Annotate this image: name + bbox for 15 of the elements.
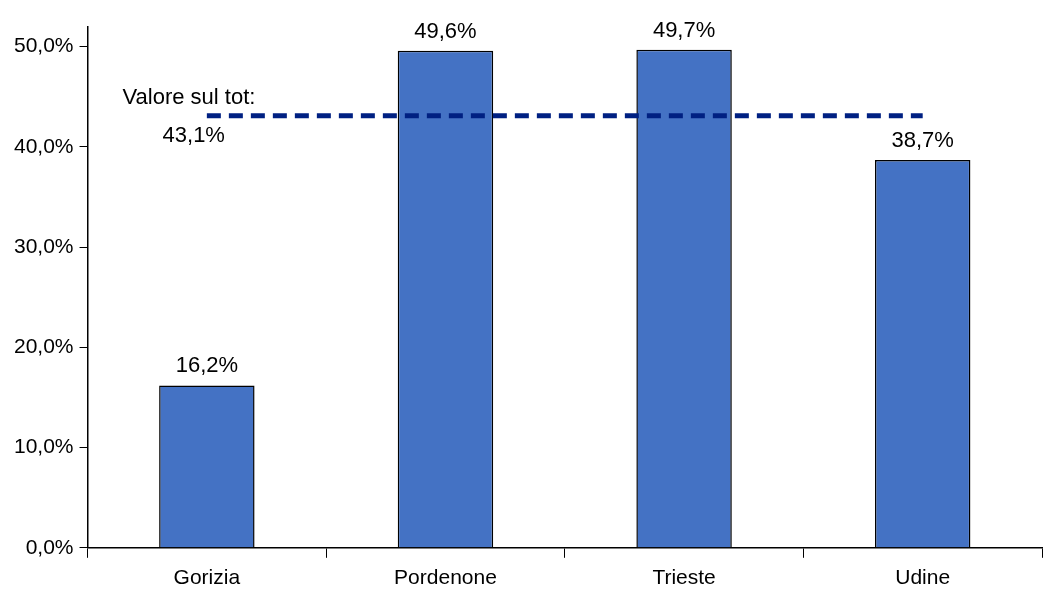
ref-line-label: Valore sul tot: 43,1%: [122, 83, 256, 147]
data-label: 16,2%: [175, 352, 239, 378]
y-tick-label: 50,0%: [14, 33, 74, 57]
data-label: 38,7%: [891, 126, 954, 152]
y-tick-label: 0,0%: [25, 534, 74, 558]
x-tick-label: Pordenone: [394, 565, 497, 589]
y-tick-label: 10,0%: [14, 434, 74, 458]
y-tick-label: 20,0%: [14, 334, 74, 358]
x-tick-label: Udine: [895, 565, 951, 589]
x-tick-label: Gorizia: [173, 565, 241, 589]
y-tick-label: 30,0%: [14, 233, 74, 257]
data-label: 49,7%: [652, 16, 716, 42]
y-tick-label: 40,0%: [14, 133, 74, 157]
data-label: 49,6%: [414, 17, 477, 43]
x-tick-label: Trieste: [652, 565, 716, 589]
